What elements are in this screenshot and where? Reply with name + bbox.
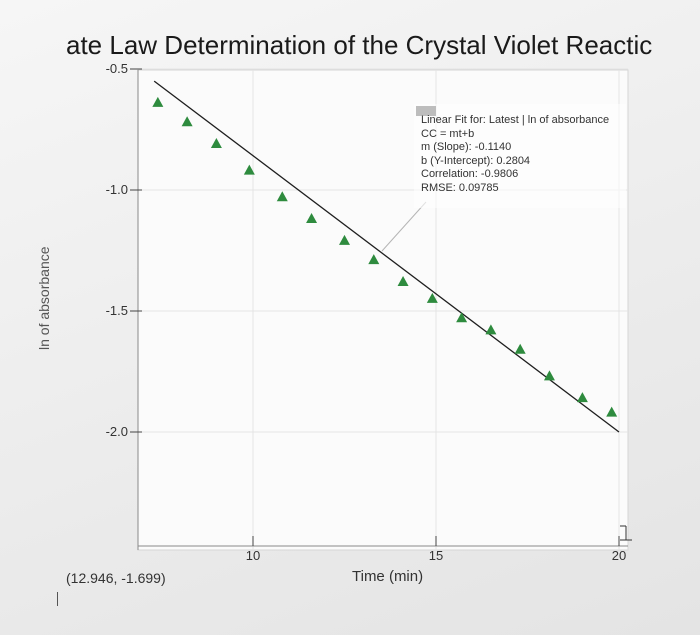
y-tick-label: -1.5 (106, 303, 128, 318)
data-point[interactable] (243, 164, 255, 175)
x-tick-label: 15 (429, 548, 443, 563)
data-point[interactable] (543, 370, 555, 381)
text-cursor (57, 592, 58, 606)
endpoint-marker (620, 525, 632, 541)
legend-line: CC = mt+b (421, 127, 475, 140)
data-point[interactable] (210, 138, 222, 149)
data-point[interactable] (397, 275, 409, 286)
fit-line (153, 80, 620, 433)
data-point[interactable] (306, 213, 318, 224)
x-axis-label: Time (min) (352, 568, 424, 585)
fit-legend[interactable]: Linear Fit for: Latest | ln of absorbanc… (414, 104, 626, 208)
data-point[interactable] (456, 312, 468, 323)
data-point[interactable] (576, 392, 588, 403)
data-point[interactable] (368, 254, 380, 265)
y-axis-label: ln of absorbance (36, 246, 52, 350)
legend-lines: Linear Fit for: Latest | ln of absorbanc… (421, 114, 609, 195)
y-tick-label: -1.0 (106, 182, 128, 197)
legend-line: b (Y-Intercept): 0.2804 (421, 154, 531, 167)
legend-line: Linear Fit for: Latest | ln of absorbanc… (421, 114, 610, 126)
data-point[interactable] (514, 343, 526, 354)
data-point[interactable] (606, 406, 618, 417)
y-tick-label: -0.5 (106, 61, 128, 76)
data-point[interactable] (152, 96, 164, 107)
data-point[interactable] (485, 324, 497, 335)
data-point[interactable] (181, 116, 193, 127)
legend-line: m (Slope): -0.1140 (421, 141, 512, 153)
data-point[interactable] (339, 234, 350, 245)
fit-line-group (153, 80, 620, 433)
cursor-coordinate-readout: (12.946, -1.699) (66, 570, 166, 586)
data-points[interactable] (152, 96, 618, 417)
x-tick-label: 20 (612, 548, 626, 563)
y-tick-label: -2.0 (106, 424, 128, 439)
legend-drag-handle[interactable] (416, 106, 436, 116)
legend-line: Correlation: -0.9806 (421, 168, 519, 180)
axes (137, 70, 628, 550)
legend-line: RMSE: 0.09785 (421, 181, 499, 194)
x-ticks: 10 15 20 (246, 536, 626, 563)
data-point[interactable] (276, 191, 288, 202)
x-tick-label: 10 (246, 548, 260, 563)
chart-title: ate Law Determination of the Crystal Vio… (66, 30, 653, 60)
data-point[interactable] (426, 292, 438, 303)
y-ticks: -0.5 -1.0 -1.5 -2.0 (106, 61, 142, 439)
legend-leader-line (381, 201, 427, 252)
